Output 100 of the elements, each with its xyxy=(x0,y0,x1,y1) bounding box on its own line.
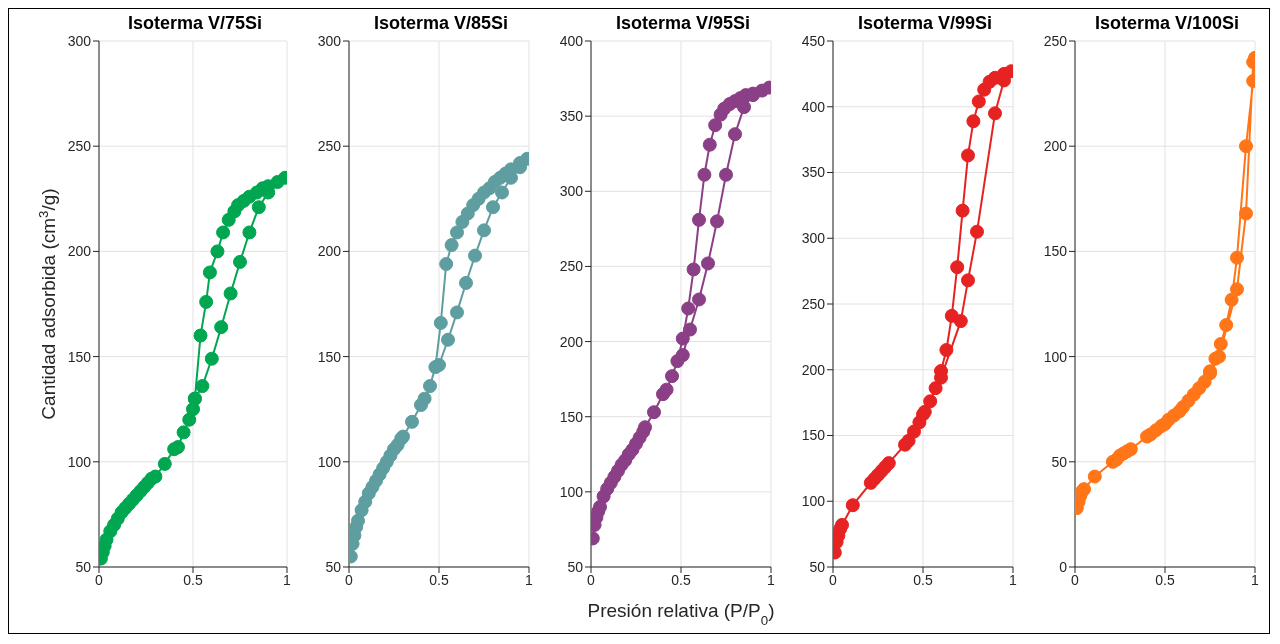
y-tick-label: 450 xyxy=(801,32,826,49)
y-tick-label: 400 xyxy=(559,32,584,49)
point xyxy=(953,314,968,329)
y-tick-label: 100 xyxy=(67,453,92,470)
point xyxy=(405,414,419,429)
point xyxy=(242,225,257,240)
point xyxy=(961,273,975,288)
point xyxy=(233,254,247,269)
x-tick-label: 1 xyxy=(1009,571,1018,588)
point xyxy=(1087,469,1102,484)
point xyxy=(195,379,210,394)
y-tick-label: 100 xyxy=(801,493,826,510)
point xyxy=(439,257,454,272)
y-tick-label: 100 xyxy=(317,453,342,470)
point xyxy=(468,248,482,263)
point xyxy=(495,185,509,200)
y-tick-label: 200 xyxy=(67,243,92,260)
x-tick-label: 0 xyxy=(345,571,354,588)
point xyxy=(433,315,448,330)
y-tick-label: 200 xyxy=(801,361,826,378)
point xyxy=(710,214,724,229)
point xyxy=(1239,139,1253,154)
x-axis-title: Presión relativa (P/P$_{0}$) xyxy=(587,600,775,628)
y-tick-label: 150 xyxy=(559,408,584,425)
point xyxy=(202,265,217,280)
point xyxy=(1224,292,1239,307)
point xyxy=(477,223,491,238)
point xyxy=(665,369,679,384)
y-tick-label: 150 xyxy=(1043,243,1068,260)
point xyxy=(961,148,975,163)
y-tick-label: 350 xyxy=(559,108,584,125)
point xyxy=(441,332,455,347)
x-tick-label: 1 xyxy=(283,571,292,588)
x-tick-label: 0.5 xyxy=(429,571,449,588)
point xyxy=(1239,206,1253,221)
point xyxy=(681,301,696,316)
x-tick-label: 0 xyxy=(587,571,596,588)
point xyxy=(950,260,965,275)
point xyxy=(683,322,697,337)
point xyxy=(1230,282,1244,297)
point xyxy=(928,381,943,396)
point xyxy=(692,292,706,307)
point xyxy=(199,294,214,309)
y-tick-label: 300 xyxy=(559,183,584,200)
chart-title: Isoterma V/85Si xyxy=(372,13,510,34)
point xyxy=(450,305,464,320)
point xyxy=(1212,349,1226,364)
point xyxy=(1219,318,1234,333)
x-tick-label: 0 xyxy=(95,571,104,588)
point xyxy=(697,167,712,182)
y-tick-label: 50 xyxy=(567,558,584,575)
point xyxy=(432,358,446,373)
point xyxy=(1213,336,1228,351)
point xyxy=(148,469,163,484)
x-tick-label: 0 xyxy=(1071,571,1080,588)
point xyxy=(719,167,733,182)
point xyxy=(647,405,661,420)
x-tick-label: 0.5 xyxy=(1155,571,1175,588)
point xyxy=(988,106,1002,121)
point xyxy=(702,137,717,152)
y-tick-label: 350 xyxy=(801,164,826,181)
point xyxy=(737,100,751,115)
y-tick-label: 250 xyxy=(67,138,92,155)
point xyxy=(157,456,172,471)
point xyxy=(692,212,706,227)
x-tick-label: 1 xyxy=(525,571,534,588)
point xyxy=(939,343,954,358)
y-tick-label: 300 xyxy=(317,32,342,49)
y-tick-label: 150 xyxy=(67,348,92,365)
y-tick-label: 50 xyxy=(325,558,342,575)
x-tick-label: 1 xyxy=(767,571,776,588)
y-tick-label: 400 xyxy=(801,98,826,115)
point xyxy=(970,224,984,239)
y-tick-label: 50 xyxy=(75,558,92,575)
y-tick-label: 0 xyxy=(1059,558,1068,575)
point xyxy=(708,118,723,133)
point xyxy=(251,200,266,215)
point xyxy=(214,320,229,335)
y-tick-label: 150 xyxy=(801,427,826,444)
x-tick-label: 0.5 xyxy=(671,571,691,588)
point xyxy=(216,225,231,240)
y-tick-label: 200 xyxy=(559,333,584,350)
y-tick-label: 100 xyxy=(559,483,584,500)
x-tick-label: 1 xyxy=(1251,571,1260,588)
point xyxy=(210,244,225,259)
y-tick-label: 200 xyxy=(317,243,342,260)
chart-title: Isoterma V/75Si xyxy=(126,13,264,34)
point xyxy=(728,127,742,142)
chart-title: Isoterma V/95Si xyxy=(614,13,752,34)
point xyxy=(835,517,849,532)
point xyxy=(701,256,715,271)
point xyxy=(223,286,238,301)
y-tick-label: 300 xyxy=(67,32,92,49)
x-tick-label: 0 xyxy=(829,571,838,588)
point xyxy=(444,238,459,253)
y-tick-label: 100 xyxy=(1043,348,1068,365)
y-tick-label: 150 xyxy=(317,348,342,365)
point xyxy=(423,379,437,394)
point xyxy=(459,275,473,290)
point xyxy=(686,262,701,277)
